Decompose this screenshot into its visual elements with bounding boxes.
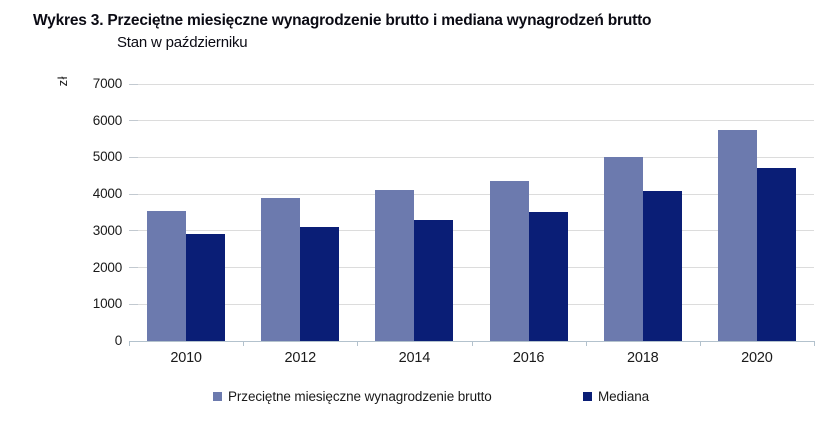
bar-median-2016 [528,212,568,341]
x-tick-label: 2014 [398,350,431,366]
y-axis-tick [129,83,138,85]
bar-average-2014 [375,190,415,341]
x-axis-line [129,341,815,342]
y-tick-label: 6000 [92,112,122,128]
bar-average-2010 [147,210,187,341]
y-axis-tick [129,303,138,305]
x-axis-tick [129,342,130,346]
y-axis-tick [129,193,138,195]
legend-label-median: Mediana [598,389,650,404]
x-tick-label: 2010 [170,350,202,366]
gridline [129,193,814,195]
y-tick-label: 7000 [92,76,122,91]
x-axis-tick [585,342,587,346]
gridline [129,120,814,122]
y-tick-label: 0 [114,333,123,348]
legend-swatch-median-icon [583,392,592,401]
x-axis-tick [357,342,359,346]
y-tick-label: 4000 [92,186,122,202]
legend-label-average: Przeciętne miesięczne wynagrodzenie brut… [228,389,492,404]
x-tick-label: 2020 [741,350,773,366]
y-axis-tick [129,230,138,232]
bar-average-2016 [489,181,529,341]
x-axis-tick [699,342,701,346]
legend-swatch-average-icon [213,392,222,401]
y-tick-label: 5000 [92,149,122,165]
bar-average-2020 [717,129,757,341]
bar-median-2018 [642,190,682,341]
chart-subtitle: Stan w październiku [117,34,248,51]
gridline [129,230,814,232]
bar-average-2018 [603,157,643,341]
legend-item-median: Mediana [583,389,649,404]
gridline [129,303,814,305]
y-tick-label: 1000 [92,296,122,312]
chart-title: Wykres 3. Przeciętne miesięczne wynagrod… [33,12,652,29]
x-axis-tick [471,342,473,346]
x-tick-label: 2012 [284,350,317,366]
bar-average-2012 [261,197,301,341]
legend-item-average: Przeciętne miesięczne wynagrodzenie brut… [213,389,492,404]
x-axis-tick [814,342,815,346]
gridline [129,267,814,269]
x-axis-tick [243,342,245,346]
gridline [129,83,814,85]
x-tick-label: 2016 [512,350,545,366]
gridline [129,156,814,158]
y-tick-label: 2000 [92,259,122,275]
bar-median-2014 [414,220,454,341]
y-tick-label: 3000 [92,222,122,238]
bar-median-2010 [186,234,226,341]
y-axis-tick [129,156,138,158]
bar-median-2020 [756,168,796,341]
bar-median-2012 [300,226,340,341]
y-axis-tick [129,120,138,122]
x-tick-label: 2018 [627,350,659,366]
y-axis-tick [129,267,138,269]
